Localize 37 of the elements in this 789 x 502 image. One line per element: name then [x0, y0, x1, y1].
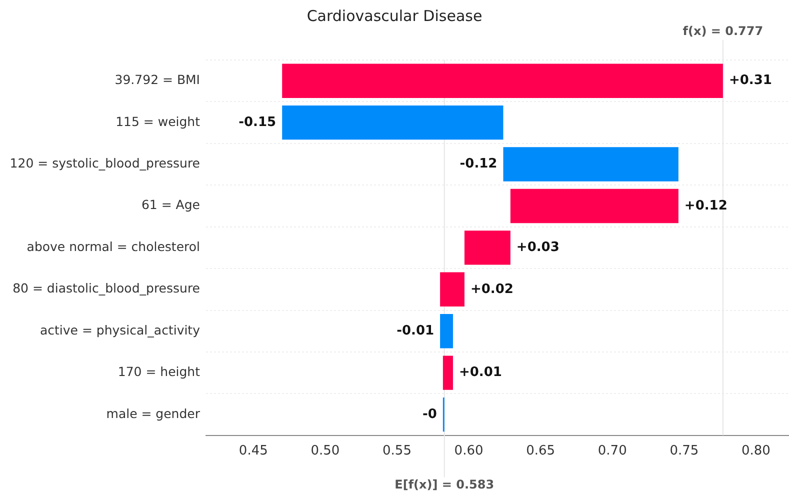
y-tick-label: 39.792 = BMI [114, 72, 200, 88]
data-label: -0 [422, 406, 437, 422]
bar [282, 105, 504, 140]
bar [464, 230, 510, 265]
x-tick-label: 0.65 [526, 444, 556, 459]
y-tick-label: 61 = Age [141, 197, 200, 212]
y-tick-label: active = physical_activity [40, 322, 201, 338]
x-tick-label: 0.80 [741, 444, 770, 459]
ref-line-label: f(x) = 0.777 [682, 24, 764, 38]
data-label: +0.02 [470, 282, 514, 297]
data-label: +0.12 [684, 198, 728, 214]
data-label: +0.01 [458, 365, 502, 380]
data-label: -0.01 [396, 323, 434, 338]
y-tick-label: 170 = height [118, 364, 200, 380]
bar [503, 147, 678, 182]
x-tick-label: 0.60 [454, 444, 484, 459]
bar [440, 272, 464, 307]
y-tick-label: 80 = diastolic_blood_pressure [12, 280, 200, 296]
bar [510, 188, 678, 224]
bar [440, 314, 453, 348]
x-tick-label: 0.45 [238, 444, 268, 459]
data-label: -0.12 [460, 156, 498, 172]
y-tick-label: 115 = weight [116, 114, 200, 129]
x-tick-label: 0.55 [382, 444, 412, 459]
chart-title: Cardiovascular Disease [306, 6, 482, 25]
bar [282, 64, 723, 98]
y-tick-label: male = gender [106, 406, 201, 421]
x-tick-label: 0.75 [670, 444, 699, 459]
data-label: +0.31 [728, 73, 772, 88]
bar [442, 356, 453, 390]
data-label: +0.03 [516, 240, 560, 256]
ref-line-label: E[f(x)] = 0.583 [394, 478, 494, 492]
data-label: -0.15 [238, 114, 276, 130]
y-tick-label: above normal = cholesterol [26, 238, 200, 254]
x-tick-label: 0.50 [310, 444, 340, 459]
x-tick-label: 0.70 [598, 444, 627, 459]
y-tick-label: 120 = systolic_blood_pressure [10, 156, 200, 171]
